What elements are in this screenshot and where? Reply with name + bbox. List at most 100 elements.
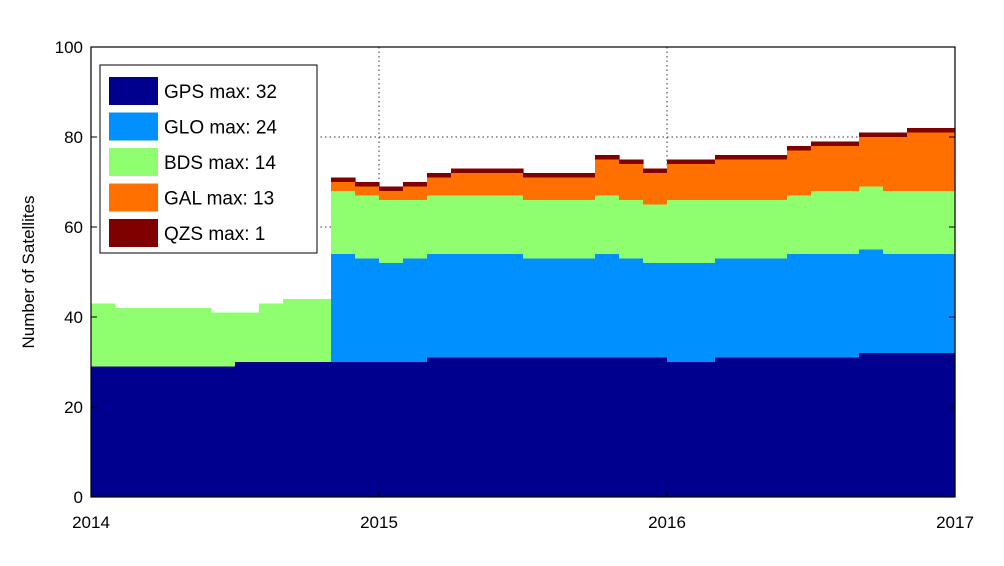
area-segment-gal bbox=[811, 146, 836, 191]
area-segment-gps bbox=[235, 362, 260, 497]
area-segment-gps bbox=[547, 357, 572, 497]
area-segment-gal bbox=[403, 186, 428, 200]
area-segment-qzs bbox=[787, 146, 812, 151]
area-segment-qzs bbox=[403, 182, 428, 187]
area-segment-qzs bbox=[883, 132, 908, 137]
area-segment-qzs bbox=[763, 155, 788, 160]
area-segment-bds bbox=[763, 200, 788, 259]
area-segment-gal bbox=[883, 137, 908, 191]
area-segment-gal bbox=[643, 173, 668, 205]
area-segment-qzs bbox=[811, 141, 836, 146]
area-segment-gps bbox=[379, 362, 404, 497]
area-segment-qzs bbox=[571, 173, 596, 178]
area-segment-glo bbox=[619, 258, 644, 358]
area-segment-glo bbox=[715, 258, 740, 358]
area-segment-qzs bbox=[931, 128, 956, 133]
area-segment-glo bbox=[355, 258, 380, 362]
area-segment-qzs bbox=[739, 155, 764, 160]
legend-swatch bbox=[109, 219, 158, 247]
area-segment-gps bbox=[763, 357, 788, 497]
area-segment-glo bbox=[403, 258, 428, 362]
axis-ticks: 2014 2015 2016 2017 0 20 40 60 80 100 bbox=[55, 38, 974, 532]
area-segment-glo bbox=[859, 249, 884, 353]
area-segment-gps bbox=[427, 357, 452, 497]
area-segment-gps bbox=[451, 357, 476, 497]
x-tick-label: 2015 bbox=[360, 513, 398, 532]
area-segment-gps bbox=[931, 353, 956, 497]
area-segment-glo bbox=[811, 254, 836, 358]
area-segment-glo bbox=[667, 263, 692, 362]
area-segment-glo bbox=[643, 263, 668, 358]
area-segment-qzs bbox=[379, 186, 404, 191]
y-tick-label: 20 bbox=[64, 398, 83, 417]
y-tick-label: 0 bbox=[74, 488, 83, 507]
area-segment-gps bbox=[787, 357, 812, 497]
area-segment-qzs bbox=[499, 168, 524, 173]
area-segment-qzs bbox=[907, 128, 932, 133]
area-segment-bds bbox=[187, 308, 212, 367]
area-segment-gal bbox=[931, 132, 956, 191]
area-segment-bds bbox=[451, 195, 476, 254]
area-segment-bds bbox=[835, 191, 860, 254]
area-segment-qzs bbox=[547, 173, 572, 178]
area-segment-gal bbox=[619, 164, 644, 200]
area-segment-bds bbox=[787, 195, 812, 254]
area-segment-bds bbox=[883, 191, 908, 254]
x-tick-label: 2016 bbox=[648, 513, 686, 532]
area-segment-bds bbox=[307, 299, 332, 362]
area-segment-gal bbox=[355, 186, 380, 196]
area-segment-glo bbox=[331, 254, 356, 362]
area-segment-gps bbox=[859, 353, 884, 497]
area-segment-gps bbox=[811, 357, 836, 497]
area-segment-glo bbox=[499, 254, 524, 358]
x-tick-label: 2014 bbox=[72, 513, 110, 532]
legend-label: GAL max: 13 bbox=[164, 189, 274, 210]
area-segment-bds bbox=[475, 195, 500, 254]
area-segment-gps bbox=[523, 357, 548, 497]
area-segment-gps bbox=[355, 362, 380, 497]
area-segment-bds bbox=[907, 191, 932, 254]
area-segment-bds bbox=[547, 200, 572, 259]
area-segment-bds bbox=[595, 195, 620, 254]
area-segment-bds bbox=[691, 200, 716, 263]
area-segment-bds bbox=[715, 200, 740, 259]
area-segment-glo bbox=[523, 258, 548, 358]
area-segment-qzs bbox=[619, 159, 644, 164]
area-segment-gps bbox=[619, 357, 644, 497]
area-segment-bds bbox=[571, 200, 596, 259]
area-segment-qzs bbox=[451, 168, 476, 173]
area-segment-bds bbox=[811, 191, 836, 254]
area-segment-gal bbox=[523, 177, 548, 200]
area-segment-gps bbox=[259, 362, 284, 497]
area-segment-qzs bbox=[475, 168, 500, 173]
area-segment-gps bbox=[187, 366, 212, 497]
area-segment-gal bbox=[451, 173, 476, 196]
area-segment-gps bbox=[115, 366, 140, 497]
legend-swatch bbox=[109, 183, 158, 212]
area-segment-gps bbox=[739, 357, 764, 497]
area-segment-bds bbox=[931, 191, 956, 254]
area-segment-gps bbox=[835, 357, 860, 497]
legend-swatch bbox=[109, 112, 158, 141]
area-segment-gps bbox=[403, 362, 428, 497]
area-segment-glo bbox=[595, 254, 620, 358]
area-segment-bds bbox=[667, 200, 692, 263]
area-segment-bds bbox=[619, 200, 644, 259]
area-segment-qzs bbox=[355, 182, 380, 187]
legend-label: GLO max: 24 bbox=[164, 118, 277, 139]
area-segment-gal bbox=[595, 159, 620, 196]
area-segment-gps bbox=[307, 362, 332, 497]
area-segment-qzs bbox=[715, 155, 740, 160]
legend-label: GPS max: 32 bbox=[164, 82, 277, 103]
area-segment-glo bbox=[763, 258, 788, 358]
area-segment-glo bbox=[379, 263, 404, 362]
area-segment-bds bbox=[499, 195, 524, 254]
area-segment-bds bbox=[115, 308, 140, 367]
area-segment-gal bbox=[571, 177, 596, 200]
area-segment-gps bbox=[283, 362, 308, 497]
area-segment-gal bbox=[475, 173, 500, 196]
area-segment-gal bbox=[835, 146, 860, 191]
area-segment-bds bbox=[859, 186, 884, 250]
area-segment-qzs bbox=[835, 141, 860, 146]
area-segment-bds bbox=[283, 299, 308, 362]
